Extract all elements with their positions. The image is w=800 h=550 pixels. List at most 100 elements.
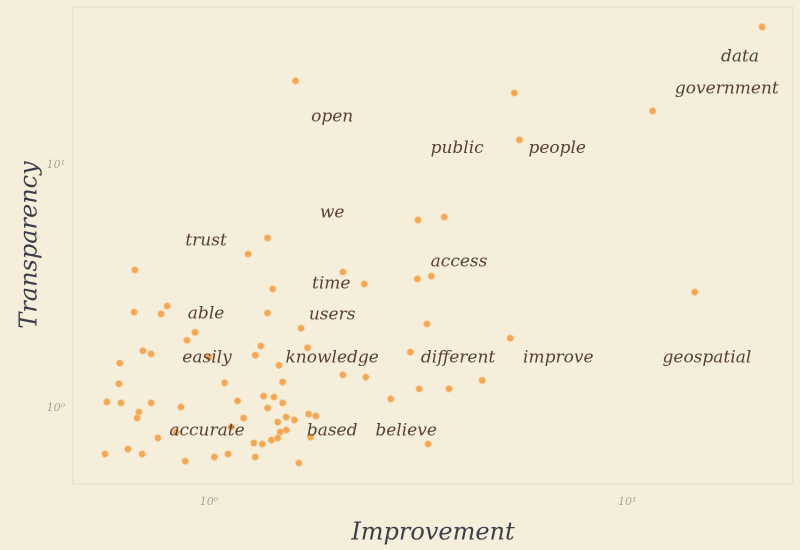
point: [414, 216, 422, 224]
point: [291, 77, 300, 85]
point: [233, 397, 242, 405]
point: [267, 436, 276, 444]
word-label: users: [309, 305, 356, 325]
point: [427, 272, 436, 280]
point: [210, 453, 219, 461]
word-label: different: [421, 347, 496, 367]
point: [177, 403, 185, 411]
word-label: public: [431, 138, 485, 158]
point: [183, 336, 191, 345]
point: [278, 378, 287, 386]
point: [360, 280, 368, 288]
point: [147, 350, 155, 358]
word-label: geospatial: [663, 347, 752, 367]
point: [191, 328, 199, 336]
point: [478, 376, 486, 385]
point: [270, 393, 278, 401]
point: [147, 399, 155, 407]
point: [133, 414, 141, 422]
plot-panel: [72, 6, 794, 485]
point: [339, 371, 347, 379]
x-axis-title: Improvement: [350, 518, 515, 546]
point: [116, 359, 124, 367]
point: [506, 334, 514, 342]
point: [312, 412, 320, 420]
point: [387, 395, 395, 403]
point: [510, 89, 519, 97]
point: [227, 423, 235, 431]
point: [257, 342, 265, 350]
point: [154, 434, 162, 442]
point: [758, 23, 766, 31]
point: [297, 324, 305, 332]
point: [239, 414, 248, 422]
point: [413, 275, 422, 283]
point: [251, 351, 259, 359]
point: [259, 392, 268, 400]
point: [515, 136, 524, 144]
word-label: time: [312, 273, 350, 293]
point: [205, 353, 213, 361]
point: [282, 426, 290, 434]
point: [157, 310, 165, 318]
point: [101, 450, 109, 458]
point: [268, 285, 277, 293]
point: [263, 309, 272, 317]
point: [274, 434, 282, 442]
point: [295, 459, 303, 467]
point: [163, 302, 171, 310]
y-tick-label: 10⁰: [47, 401, 66, 414]
point: [258, 440, 266, 448]
point: [290, 416, 299, 424]
point: [263, 404, 272, 412]
point: [250, 439, 258, 447]
point: [440, 213, 448, 221]
point: [251, 453, 259, 461]
point: [224, 450, 232, 458]
point: [648, 107, 657, 115]
point: [274, 418, 282, 426]
word-label: access: [431, 252, 488, 272]
y-tick-label: 10¹: [47, 158, 65, 171]
point: [424, 440, 432, 448]
point: [124, 445, 132, 453]
point: [406, 348, 415, 356]
point: [115, 379, 123, 388]
point: [117, 399, 125, 407]
point: [172, 428, 180, 436]
word-label: we: [320, 202, 345, 222]
point: [220, 379, 229, 387]
word-label: improve: [523, 347, 593, 367]
word-label: easily: [182, 347, 232, 367]
word-label: able: [188, 303, 225, 323]
point: [263, 234, 272, 242]
point: [306, 433, 315, 441]
x-tick-label: 10⁰: [200, 495, 219, 508]
point: [282, 413, 290, 421]
word-label: believe: [375, 420, 437, 440]
x-tick-label: 10¹: [618, 495, 636, 508]
word-label: open: [311, 106, 353, 126]
point: [304, 410, 313, 418]
word-label: government: [675, 78, 779, 98]
point: [362, 373, 370, 381]
point: [138, 450, 146, 458]
point: [303, 344, 312, 352]
word-label: people: [528, 138, 586, 158]
word-label: data: [721, 47, 759, 67]
y-axis-title: Transparency: [15, 161, 43, 329]
point: [131, 266, 139, 274]
word-label: accurate: [169, 420, 244, 440]
word-label: based: [307, 420, 358, 440]
point: [275, 361, 283, 369]
word-label: knowledge: [285, 347, 378, 367]
point: [103, 398, 111, 406]
point: [244, 250, 252, 258]
point: [339, 268, 347, 276]
point: [415, 385, 423, 393]
point: [278, 399, 287, 407]
point: [181, 457, 189, 465]
point: [691, 288, 699, 296]
point: [423, 320, 431, 328]
